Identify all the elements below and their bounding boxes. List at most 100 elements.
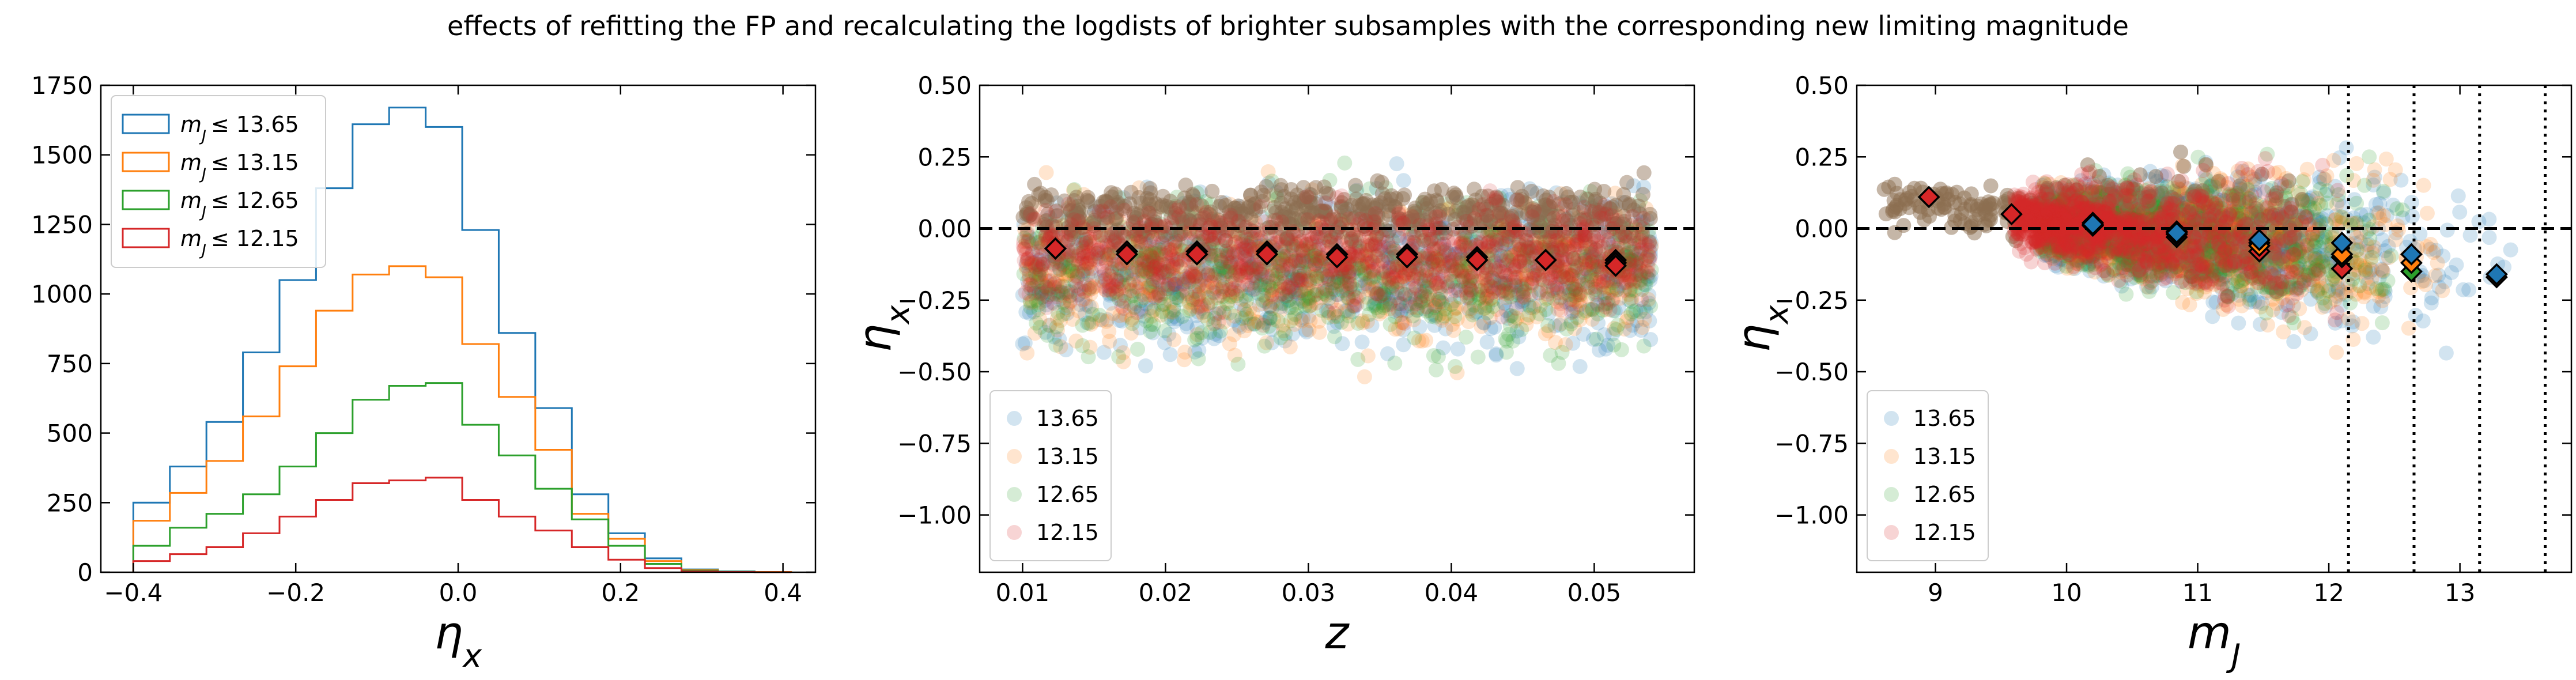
scatter-point-13.65 [1041, 318, 1057, 333]
scatter-point-13.15 [1563, 268, 1579, 284]
scatter-point-13.65 [1489, 347, 1504, 363]
scatter-point-13.65 [1180, 319, 1195, 335]
scatter-point-13.15 [1237, 323, 1252, 339]
scatter-point-13.15 [1185, 299, 1200, 314]
scatter-point-13.65 [1582, 302, 1597, 318]
scatter-point-13.65 [1030, 259, 1046, 274]
scatter-point-13.65 [1145, 325, 1161, 341]
scatter-point-13.65 [1495, 275, 1511, 291]
scatter-point-13.65 [1032, 233, 1048, 249]
scatter-point-13.65 [1382, 240, 1397, 256]
scatter-point-13.65 [1480, 298, 1495, 313]
scatter-point-13.65 [1514, 208, 1529, 224]
scatter-point-13.65 [1138, 296, 1154, 312]
p1-xtick-label: 0.0 [439, 579, 478, 607]
scatter-point-13.65 [1643, 239, 1659, 255]
scatter-point-13.65 [1571, 237, 1587, 253]
scatter-point-13.65 [1019, 255, 1034, 271]
scatter-point-13.65 [1601, 285, 1616, 300]
scatter-point-13.65 [1176, 195, 1192, 211]
scatter-point-13.15 [1638, 263, 1653, 279]
scatter-point-12.15 [1421, 249, 1436, 265]
scatter-point-13.65 [1458, 231, 1474, 246]
scatter-point-13.65 [1602, 273, 1618, 289]
scatter-point-13.65 [1166, 273, 1182, 288]
scatter-point-13.15 [1131, 260, 1146, 276]
scatter-point-13.65 [1629, 263, 1645, 279]
scatter-point-13.15 [1497, 209, 1512, 224]
scatter-point-13.65 [1623, 273, 1639, 288]
scatter-point-13.65 [1399, 303, 1415, 319]
scatter-point-brown [1274, 195, 1289, 211]
scatter-point-13.65 [1611, 300, 1627, 315]
scatter-point-13.15 [1072, 216, 1088, 231]
scatter-point-13.65 [1045, 294, 1060, 310]
scatter-point-13.15 [1038, 165, 1054, 180]
scatter-point-13.15 [1483, 290, 1499, 306]
scatter-point-12.15 [1397, 315, 1412, 331]
scatter-point-13.65 [1564, 296, 1580, 312]
scatter-point-13.65 [1060, 202, 1076, 218]
scatter-point-12.15 [1100, 240, 1116, 255]
scatter-point-13.65 [1577, 245, 1592, 261]
scatter-point-13.65 [1293, 241, 1309, 256]
scatter-point-13.65 [1138, 236, 1153, 252]
scatter-point-13.65 [2461, 282, 2477, 297]
scatter-point-12.15 [1374, 229, 1390, 244]
scatter-point-13.15 [1615, 230, 1631, 245]
scatter-point-13.65 [1321, 271, 1336, 287]
scatter-point-13.65 [1319, 269, 1335, 285]
scatter-point-13.15 [1083, 299, 1099, 315]
scatter-point-13.65 [1061, 232, 1077, 248]
scatter-point-13.65 [1242, 280, 1257, 296]
p2-ytick-label: −1.00 [897, 501, 972, 530]
scatter-point-13.15 [1520, 267, 1535, 283]
scatter-point-13.65 [1509, 323, 1525, 339]
scatter-point-13.65 [1446, 293, 1462, 309]
scatter-point-12.15 [1299, 189, 1315, 205]
scatter-point-12.15 [1263, 299, 1278, 314]
scatter-point-13.65 [1565, 284, 1580, 299]
scatter-point-13.65 [1498, 236, 1513, 252]
scatter-point-12.15 [1527, 202, 1542, 218]
scatter-point-13.65 [1276, 218, 1292, 234]
scatter-point-13.15 [1631, 273, 1647, 289]
scatter-point-13.65 [1576, 327, 1591, 342]
scatter-point-13.65 [1130, 284, 1145, 299]
scatter-point-13.65 [1506, 273, 1521, 288]
scatter-point-13.65 [1166, 276, 1181, 292]
scatter-point-13.15 [1450, 262, 1465, 277]
scatter-point-13.15 [1425, 279, 1440, 294]
scatter-point-12.15 [1160, 281, 1176, 297]
scatter-point-13.15 [1265, 294, 1281, 310]
scatter-point-13.65 [1091, 249, 1106, 265]
scatter-point-13.65 [1125, 266, 1140, 282]
scatter-point-13.65 [1094, 269, 1109, 285]
scatter-point-13.15 [1245, 306, 1261, 322]
scatter-point-12.15 [1285, 224, 1301, 239]
scatter-point-13.15 [1633, 226, 1649, 242]
scatter-point-13.65 [1245, 282, 1260, 297]
scatter-point-13.65 [1486, 273, 1502, 289]
scatter-point-13.65 [1417, 284, 1433, 299]
scatter-point-13.65 [1315, 284, 1331, 299]
scatter-point-13.65 [1237, 247, 1253, 262]
scatter-point-13.65 [1508, 279, 1524, 294]
scatter-point-13.65 [1045, 255, 1061, 271]
scatter-point-13.65 [1110, 256, 1125, 272]
scatter-point-13.65 [1614, 226, 1630, 242]
scatter-point-13.65 [1525, 243, 1540, 259]
scatter-point-13.65 [1370, 206, 1385, 222]
scatter-point-13.65 [1605, 326, 1621, 342]
legend-swatch-13.15 [122, 152, 170, 172]
scatter-point-13.15 [1130, 232, 1145, 247]
scatter-point-13.65 [1514, 271, 1529, 286]
scatter-point-12.65 [1543, 347, 1558, 363]
p1-ytick-label: 1750 [31, 71, 93, 100]
scatter-point-13.65 [1071, 286, 1087, 302]
scatter-point-13.65 [1355, 278, 1371, 294]
scatter-point-13.65 [1034, 256, 1050, 272]
scatter-point-13.15 [1460, 277, 1476, 293]
scatter-point-12.15 [1147, 290, 1163, 305]
scatter-point-13.15 [1264, 289, 1280, 304]
